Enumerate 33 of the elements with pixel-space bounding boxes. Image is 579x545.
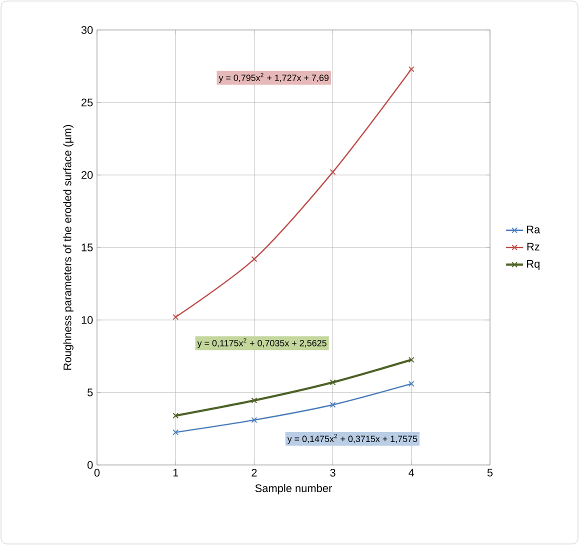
- annotation: y = 0,1175x$^{2}$ + 0,7035x + 2,5625: [197, 338, 326, 348]
- y-tick-label: 25: [82, 98, 93, 106]
- annotation: y = 0,795x$^{2}$ + 1,727x + 7,69: [218, 72, 329, 83]
- x-tick-label: 3: [330, 468, 336, 477]
- legend-label: Rz: [527, 242, 540, 250]
- y-tick-label: 30: [81, 26, 93, 34]
- y-tick-label: 10: [82, 316, 93, 324]
- x-tick-label: 0: [94, 468, 100, 477]
- y-tick-label: 15: [82, 244, 93, 252]
- point: [172, 314, 179, 320]
- legend-label: Rq: [527, 260, 540, 270]
- point: [251, 256, 258, 262]
- point: [330, 379, 336, 386]
- point: [330, 169, 336, 176]
- point: [172, 412, 179, 419]
- y-axis-title: Roughness parameters of the eroded surface (µm): [63, 125, 74, 370]
- point: [408, 380, 414, 387]
- point: [408, 66, 414, 72]
- point: [251, 397, 258, 404]
- point: [330, 402, 336, 408]
- y-tick-label: 5: [88, 388, 93, 396]
- x-tick-label: 2: [252, 468, 257, 476]
- annotation: y = 0,1475x$^{2}$ + 0,3715x + 1,7575: [287, 434, 418, 444]
- point: [408, 356, 414, 363]
- y-tick-label: 0: [87, 461, 93, 469]
- y-tick-label: 20: [82, 171, 93, 179]
- x-tick-label: 5: [487, 468, 493, 476]
- legend-label: Ra: [527, 226, 540, 234]
- x-tick-label: 4: [408, 468, 414, 476]
- x-axis-title: Sample number: [255, 484, 332, 494]
- point: [172, 429, 179, 436]
- x-tick-label: 1: [173, 468, 178, 476]
- point: [251, 417, 258, 423]
